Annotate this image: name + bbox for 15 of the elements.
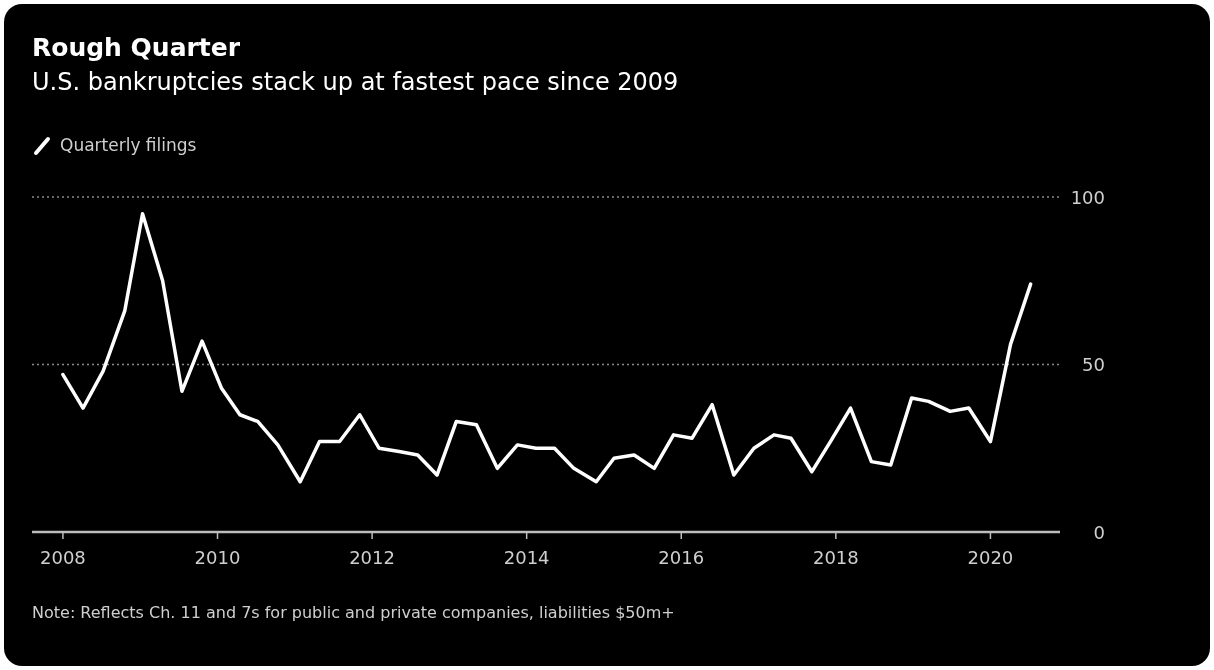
line-series [61,212,1033,484]
y-tick-label: 0 [1093,521,1105,543]
legend-label: Quarterly filings [60,135,197,155]
y-tick-label: 50 [1082,354,1105,375]
x-tick-label: 2014 [503,547,550,568]
x-tick-label: 2012 [349,547,395,568]
text: Note: Reflects Ch. 11 and 7s for public and private companies, liabilities $50m+ [32,603,675,622]
x-tick-label: 2018 [812,547,859,568]
x-tick-label: 2008 [40,547,86,568]
x-tick-label: 2020 [967,547,1014,568]
y-tick-label: 100 [1070,186,1105,208]
chart-subtitle: U.S. bankruptcies stack up at fastest pace since 2009 [32,68,679,96]
x-tick-label: 2010 [194,547,241,568]
chart-title: Rough Quarter [32,33,241,62]
x-tick-label: 2016 [658,547,705,568]
